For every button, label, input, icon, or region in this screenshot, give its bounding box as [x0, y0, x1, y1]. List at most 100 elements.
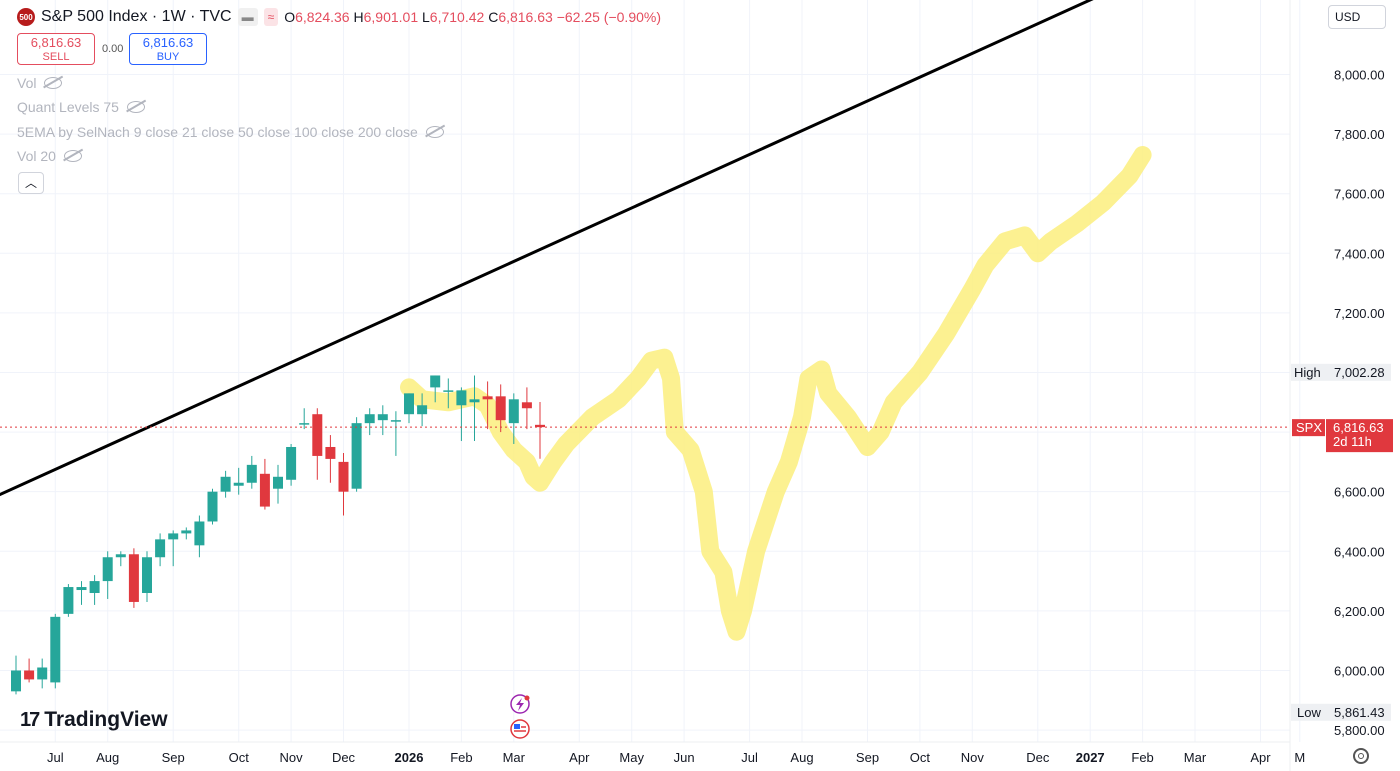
candle-body	[24, 670, 35, 680]
tradingview-logo: 17 TradingView	[20, 708, 168, 732]
time-tick-label: M	[1294, 750, 1305, 765]
buy-label: BUY	[156, 51, 180, 63]
time-tick-label: Dec	[332, 750, 356, 765]
time-axis[interactable]: JunJulAugSepOctNovDec2026FebMarAprMayJun…	[0, 750, 1305, 765]
candle	[535, 401, 545, 459]
candle	[456, 387, 467, 442]
currency-select[interactable]: USD	[1328, 5, 1386, 29]
candle	[24, 658, 35, 683]
candle	[142, 551, 152, 602]
candle-body	[194, 521, 205, 546]
candle	[273, 464, 283, 504]
candle	[430, 375, 441, 403]
sell-label: SELL	[42, 51, 70, 63]
price-tick-label: 6,600.00	[1334, 485, 1385, 500]
candle-body	[181, 530, 192, 534]
candle-body	[37, 667, 48, 680]
high-marker-label: High	[1294, 365, 1321, 380]
candle	[404, 393, 414, 424]
us-flag-canton	[514, 724, 520, 729]
candle-body	[535, 424, 545, 428]
candle	[102, 551, 113, 599]
candle-body	[299, 423, 310, 425]
current-price-label: SPX 6,816.63 2d 11h	[1292, 419, 1393, 453]
price-tick-label: 7,400.00	[1334, 246, 1385, 261]
indicator-5ema[interactable]: 5EMA by SelNach 9 close 21 close 50 clos…	[17, 124, 444, 140]
time-tick-label: Oct	[229, 750, 250, 765]
candle-body	[259, 473, 270, 507]
collapse-indicators-button[interactable]: ︿	[18, 172, 44, 194]
pill-minus-icon[interactable]: ▬	[237, 8, 258, 26]
time-tick-label: Apr	[569, 750, 590, 765]
buy-button[interactable]: 6,816.63 BUY	[129, 33, 207, 65]
lightning-badge-dot	[524, 695, 530, 701]
high-marker: High 7,002.28	[1291, 363, 1391, 381]
candle-body	[128, 554, 139, 602]
candle-body	[11, 670, 21, 692]
settings-gear-icon[interactable]	[1353, 748, 1369, 764]
time-tick-label: 2027	[1076, 750, 1105, 765]
sell-price: 6,816.63	[30, 35, 82, 50]
candle	[233, 467, 244, 495]
candle	[390, 411, 401, 456]
indicator-label: Quant Levels 75	[17, 99, 119, 115]
time-tick-label: Mar	[503, 750, 526, 765]
candle-body	[430, 375, 441, 388]
eye-hidden-icon[interactable]	[126, 101, 145, 113]
candle-body	[207, 491, 218, 522]
price-tick-label: 7,200.00	[1334, 306, 1385, 321]
candle-body	[246, 464, 257, 483]
candle-body	[390, 420, 401, 422]
high-marker-value: 7,002.28	[1334, 365, 1385, 380]
pill-wave-icon[interactable]: ≈	[263, 8, 279, 26]
candle-body	[443, 390, 454, 392]
candle-body	[50, 616, 61, 683]
eye-hidden-icon[interactable]	[63, 150, 82, 162]
candle-body	[273, 476, 283, 489]
eye-hidden-icon[interactable]	[44, 77, 63, 89]
candle	[299, 408, 310, 430]
time-tick-label: Jul	[741, 750, 758, 765]
candle-body	[417, 405, 428, 415]
candle-body	[495, 396, 506, 421]
price-tick-label: 6,200.00	[1334, 604, 1385, 619]
candle	[351, 417, 362, 492]
candle	[364, 408, 375, 436]
symbol-title[interactable]: S&P 500 Index · 1W · TVC	[41, 8, 232, 25]
time-tick-label: Nov	[961, 750, 985, 765]
candle-body	[115, 554, 126, 558]
candle	[325, 435, 336, 483]
close-label: C	[488, 9, 499, 25]
candle	[443, 378, 454, 409]
current-price-countdown: 2d 11h	[1333, 434, 1372, 449]
indicator-vol[interactable]: Vol	[17, 75, 63, 91]
current-price-symbol: SPX	[1296, 420, 1322, 435]
candle-body	[220, 476, 231, 492]
low-marker-value: 5,861.43	[1334, 705, 1385, 720]
low-marker: Low 5,861.43	[1291, 703, 1391, 721]
candle	[417, 393, 428, 427]
candle-body	[312, 414, 323, 456]
ohlc-values: O6,824.36 H6,901.01 L6,710.42 C6,816.63 …	[284, 9, 661, 25]
candle-body	[142, 557, 152, 594]
high-value: 6,901.01	[363, 9, 419, 25]
indicator-quant-levels[interactable]: Quant Levels 75	[17, 99, 145, 115]
indicator-vol-20[interactable]: Vol 20	[17, 148, 82, 164]
trend-line[interactable]	[0, 0, 1143, 499]
candle-body	[89, 581, 100, 594]
indicator-label: 5EMA by SelNach 9 close 21 close 50 clos…	[17, 124, 418, 140]
event-icons[interactable]	[510, 694, 530, 739]
candle	[115, 551, 126, 567]
price-tick-label: 6,400.00	[1334, 544, 1385, 559]
sell-button[interactable]: 6,816.63 SELL	[17, 33, 95, 65]
price-tick-label: 5,800.00	[1334, 723, 1385, 738]
candle	[63, 584, 74, 617]
candle	[50, 613, 61, 689]
indicator-label: Vol 20	[17, 148, 56, 164]
candle	[259, 458, 270, 510]
candle	[89, 575, 100, 605]
candle	[207, 488, 218, 525]
price-axis[interactable]: 5,800.00 6,000.00 6,200.00 6,400.00 6,600.00…	[1334, 67, 1385, 738]
eye-hidden-icon[interactable]	[425, 126, 444, 138]
